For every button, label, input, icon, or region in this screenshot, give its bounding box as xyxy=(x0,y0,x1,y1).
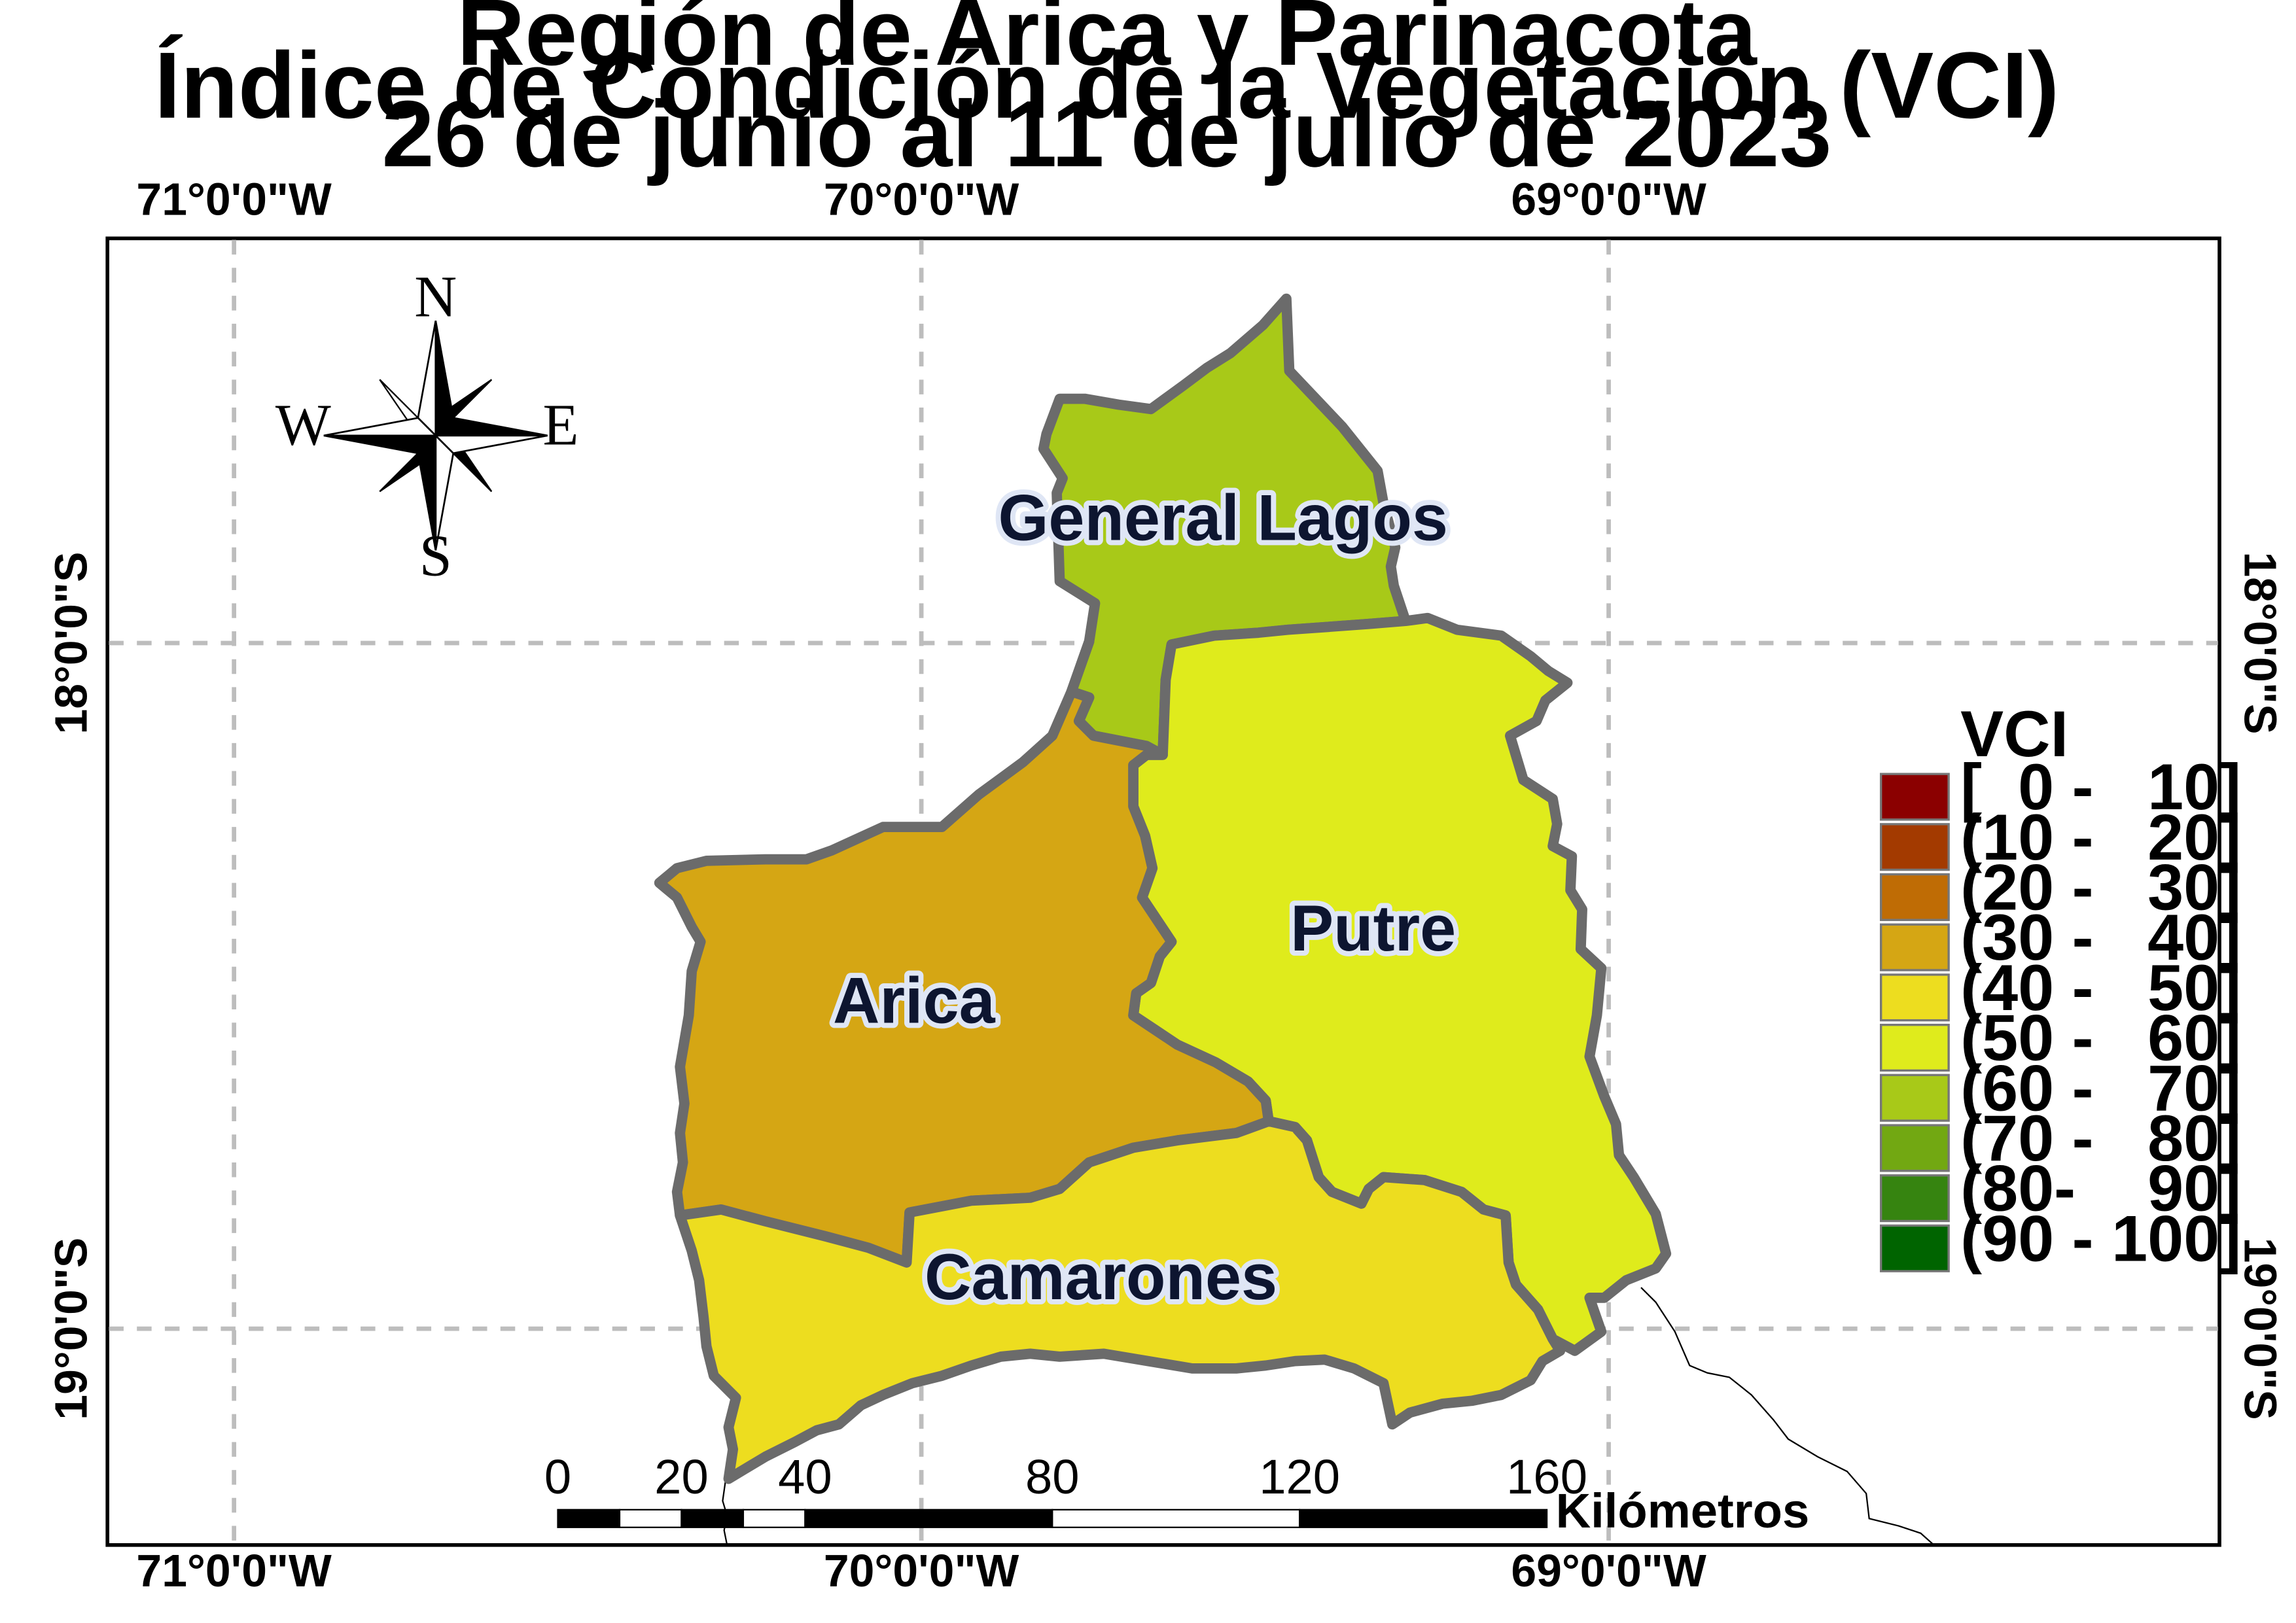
legend-label-0: [ 0 - 10] xyxy=(1960,750,2241,823)
lat-label-right-19s: 19°0'0"S xyxy=(2234,1238,2286,1420)
regions xyxy=(654,293,1672,1484)
scale-tick-160: 160 xyxy=(1506,1450,1587,1504)
map-title-line2: Índice de Condición de la Vegetación (VC… xyxy=(154,33,2059,138)
legend-label-5: (50 - 60] xyxy=(1960,1002,2241,1074)
lon-label-top-70w: 70°0'0"W xyxy=(824,173,1019,224)
legend-swatch-1 xyxy=(1879,823,1950,871)
scale-segment-6 xyxy=(1051,1509,1301,1528)
lon-label-top-69w: 69°0'0"W xyxy=(1511,173,1706,224)
legend-label-3: (30 - 40] xyxy=(1960,901,2241,973)
legend-swatch-9 xyxy=(1879,1224,1950,1272)
lon-label-bottom-69w: 69°0'0"W xyxy=(1511,1545,1706,1596)
legend-title: VCI xyxy=(1960,697,2068,770)
legend-swatch-0 xyxy=(1879,773,1950,821)
scale-segment-1 xyxy=(557,1509,621,1528)
legend-label-4: (40 - 50] xyxy=(1960,951,2241,1024)
scale-unit-label: Kilómetros xyxy=(1556,1484,1810,1538)
legend-swatch-4 xyxy=(1879,973,1950,1022)
scale-tick-80: 80 xyxy=(1025,1450,1080,1504)
compass-label-s: S xyxy=(419,523,452,588)
compass-label-w: W xyxy=(275,393,331,457)
lat-label-right-18s: 18°0'0"S xyxy=(2234,551,2286,734)
legend-swatch-8 xyxy=(1879,1174,1950,1223)
legend-label-7: (70 - 80] xyxy=(1960,1102,2241,1174)
legend-label-6: (60 - 70] xyxy=(1960,1051,2241,1124)
lon-label-bottom-70w: 70°0'0"W xyxy=(824,1545,1019,1596)
scale-segment-3 xyxy=(680,1509,745,1528)
legend-label-8: (80- 90] xyxy=(1960,1152,2241,1225)
lon-label-top-71w: 71°0'0"W xyxy=(136,173,332,224)
compass-label-n: N xyxy=(414,265,457,330)
scale-segment-2 xyxy=(618,1509,682,1528)
scale-segment-4 xyxy=(742,1509,806,1528)
region-label-general-lagos: General Lagos xyxy=(998,481,1448,554)
region-camarones[interactable] xyxy=(675,1116,1566,1484)
compass-rose-icon xyxy=(323,321,548,551)
legend-swatch-2 xyxy=(1879,873,1950,921)
legend-swatch-5 xyxy=(1879,1023,1950,1072)
lat-label-left-18s: 18°0'0"S xyxy=(46,551,97,734)
scale-segment-7 xyxy=(1299,1509,1548,1528)
lon-label-bottom-71w: 71°0'0"W xyxy=(136,1545,332,1596)
region-label-arica: Arica xyxy=(833,964,996,1036)
legend-label-1: (10 - 20] xyxy=(1960,801,2241,873)
legend-swatch-6 xyxy=(1879,1073,1950,1122)
legend: VCI [ 0 - 10](10 - 20](20 - 30](30 - 40]… xyxy=(1879,697,2241,1274)
lat-label-left-19s: 19°0'0"S xyxy=(46,1238,97,1420)
international-border-line xyxy=(1640,1287,1935,1546)
region-label-camarones: Camarones xyxy=(925,1240,1277,1313)
scale-tick-0: 0 xyxy=(544,1450,571,1504)
scale-segment-5 xyxy=(804,1509,1053,1528)
compass-label-e: E xyxy=(543,393,579,457)
region-label-putre: Putre xyxy=(1290,892,1456,964)
scale-bar: 0 20 40 80 120 160 Kilómetros xyxy=(544,1450,1809,1538)
scale-tick-40: 40 xyxy=(778,1450,832,1504)
scale-tick-120: 120 xyxy=(1259,1450,1340,1504)
scale-tick-20: 20 xyxy=(654,1450,709,1504)
legend-label-2: (20 - 30] xyxy=(1960,851,2241,924)
map-title-line1: Región de Arica y Parinacota xyxy=(457,0,1757,85)
legend-swatch-3 xyxy=(1879,923,1950,971)
map-title-line3: 26 de junio al 11 de julio de 2023 xyxy=(382,81,1832,186)
legend-items: [ 0 - 10](10 - 20](20 - 30](30 - 40](40 … xyxy=(1879,750,2241,1274)
legend-label-9: (90 - 100] xyxy=(1960,1202,2241,1274)
legend-swatch-7 xyxy=(1879,1124,1950,1172)
